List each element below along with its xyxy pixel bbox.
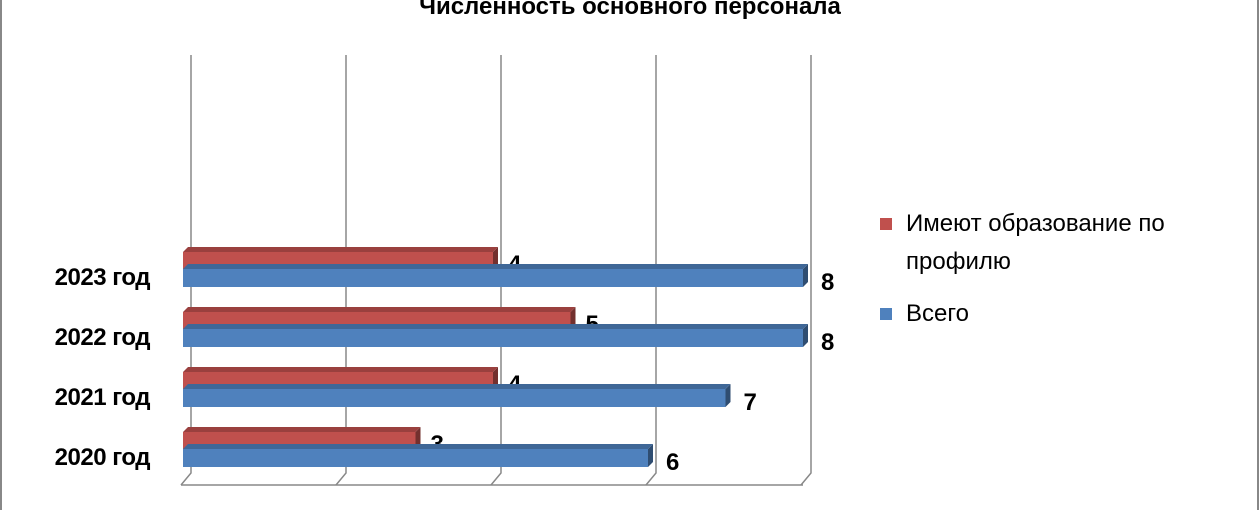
y-tick-label: 2021 год — [55, 384, 151, 411]
value-label: 6 — [666, 449, 679, 476]
grid-line — [490, 55, 502, 486]
legend-label: Имеют образование по профилю — [906, 210, 1165, 275]
legend-swatch — [880, 218, 892, 230]
bar-top — [183, 307, 576, 312]
grid-line — [335, 55, 347, 486]
legend-item: Имеют образование по профилю — [880, 205, 1240, 281]
grid-line — [645, 55, 657, 486]
bar-top — [183, 444, 653, 449]
y-tick-label: 2022 год — [55, 324, 151, 351]
bar-top — [183, 427, 421, 432]
bar-side — [570, 307, 576, 329]
bar-side — [415, 427, 421, 449]
bar — [183, 449, 648, 467]
bar-side — [803, 264, 808, 287]
chart-title: Численность основного персонала — [419, 0, 841, 20]
bar-top — [183, 384, 731, 389]
legend-item: Всего — [880, 295, 1240, 333]
y-tick-label: 2023 год — [55, 264, 151, 291]
grid-line — [800, 55, 812, 486]
legend: Имеют образование по профилю Всего — [880, 205, 1240, 347]
y-tick-label: 2020 год — [55, 444, 151, 471]
legend-label: Всего — [906, 300, 969, 327]
bar — [183, 389, 726, 407]
bar — [183, 329, 803, 347]
bar-side — [725, 384, 731, 407]
bar-top — [183, 264, 808, 269]
legend-swatch — [880, 308, 892, 320]
value-label: 8 — [821, 329, 834, 356]
bar-top — [183, 247, 498, 252]
bar-side — [803, 324, 808, 347]
value-label: 8 — [821, 269, 834, 296]
grid-line — [180, 55, 192, 486]
bar-top — [183, 367, 498, 372]
bar-side — [493, 247, 498, 269]
value-label: 7 — [744, 389, 757, 416]
bar — [183, 269, 803, 287]
bar-side — [493, 367, 498, 389]
bar-side — [648, 444, 653, 467]
bar-top — [183, 324, 808, 329]
